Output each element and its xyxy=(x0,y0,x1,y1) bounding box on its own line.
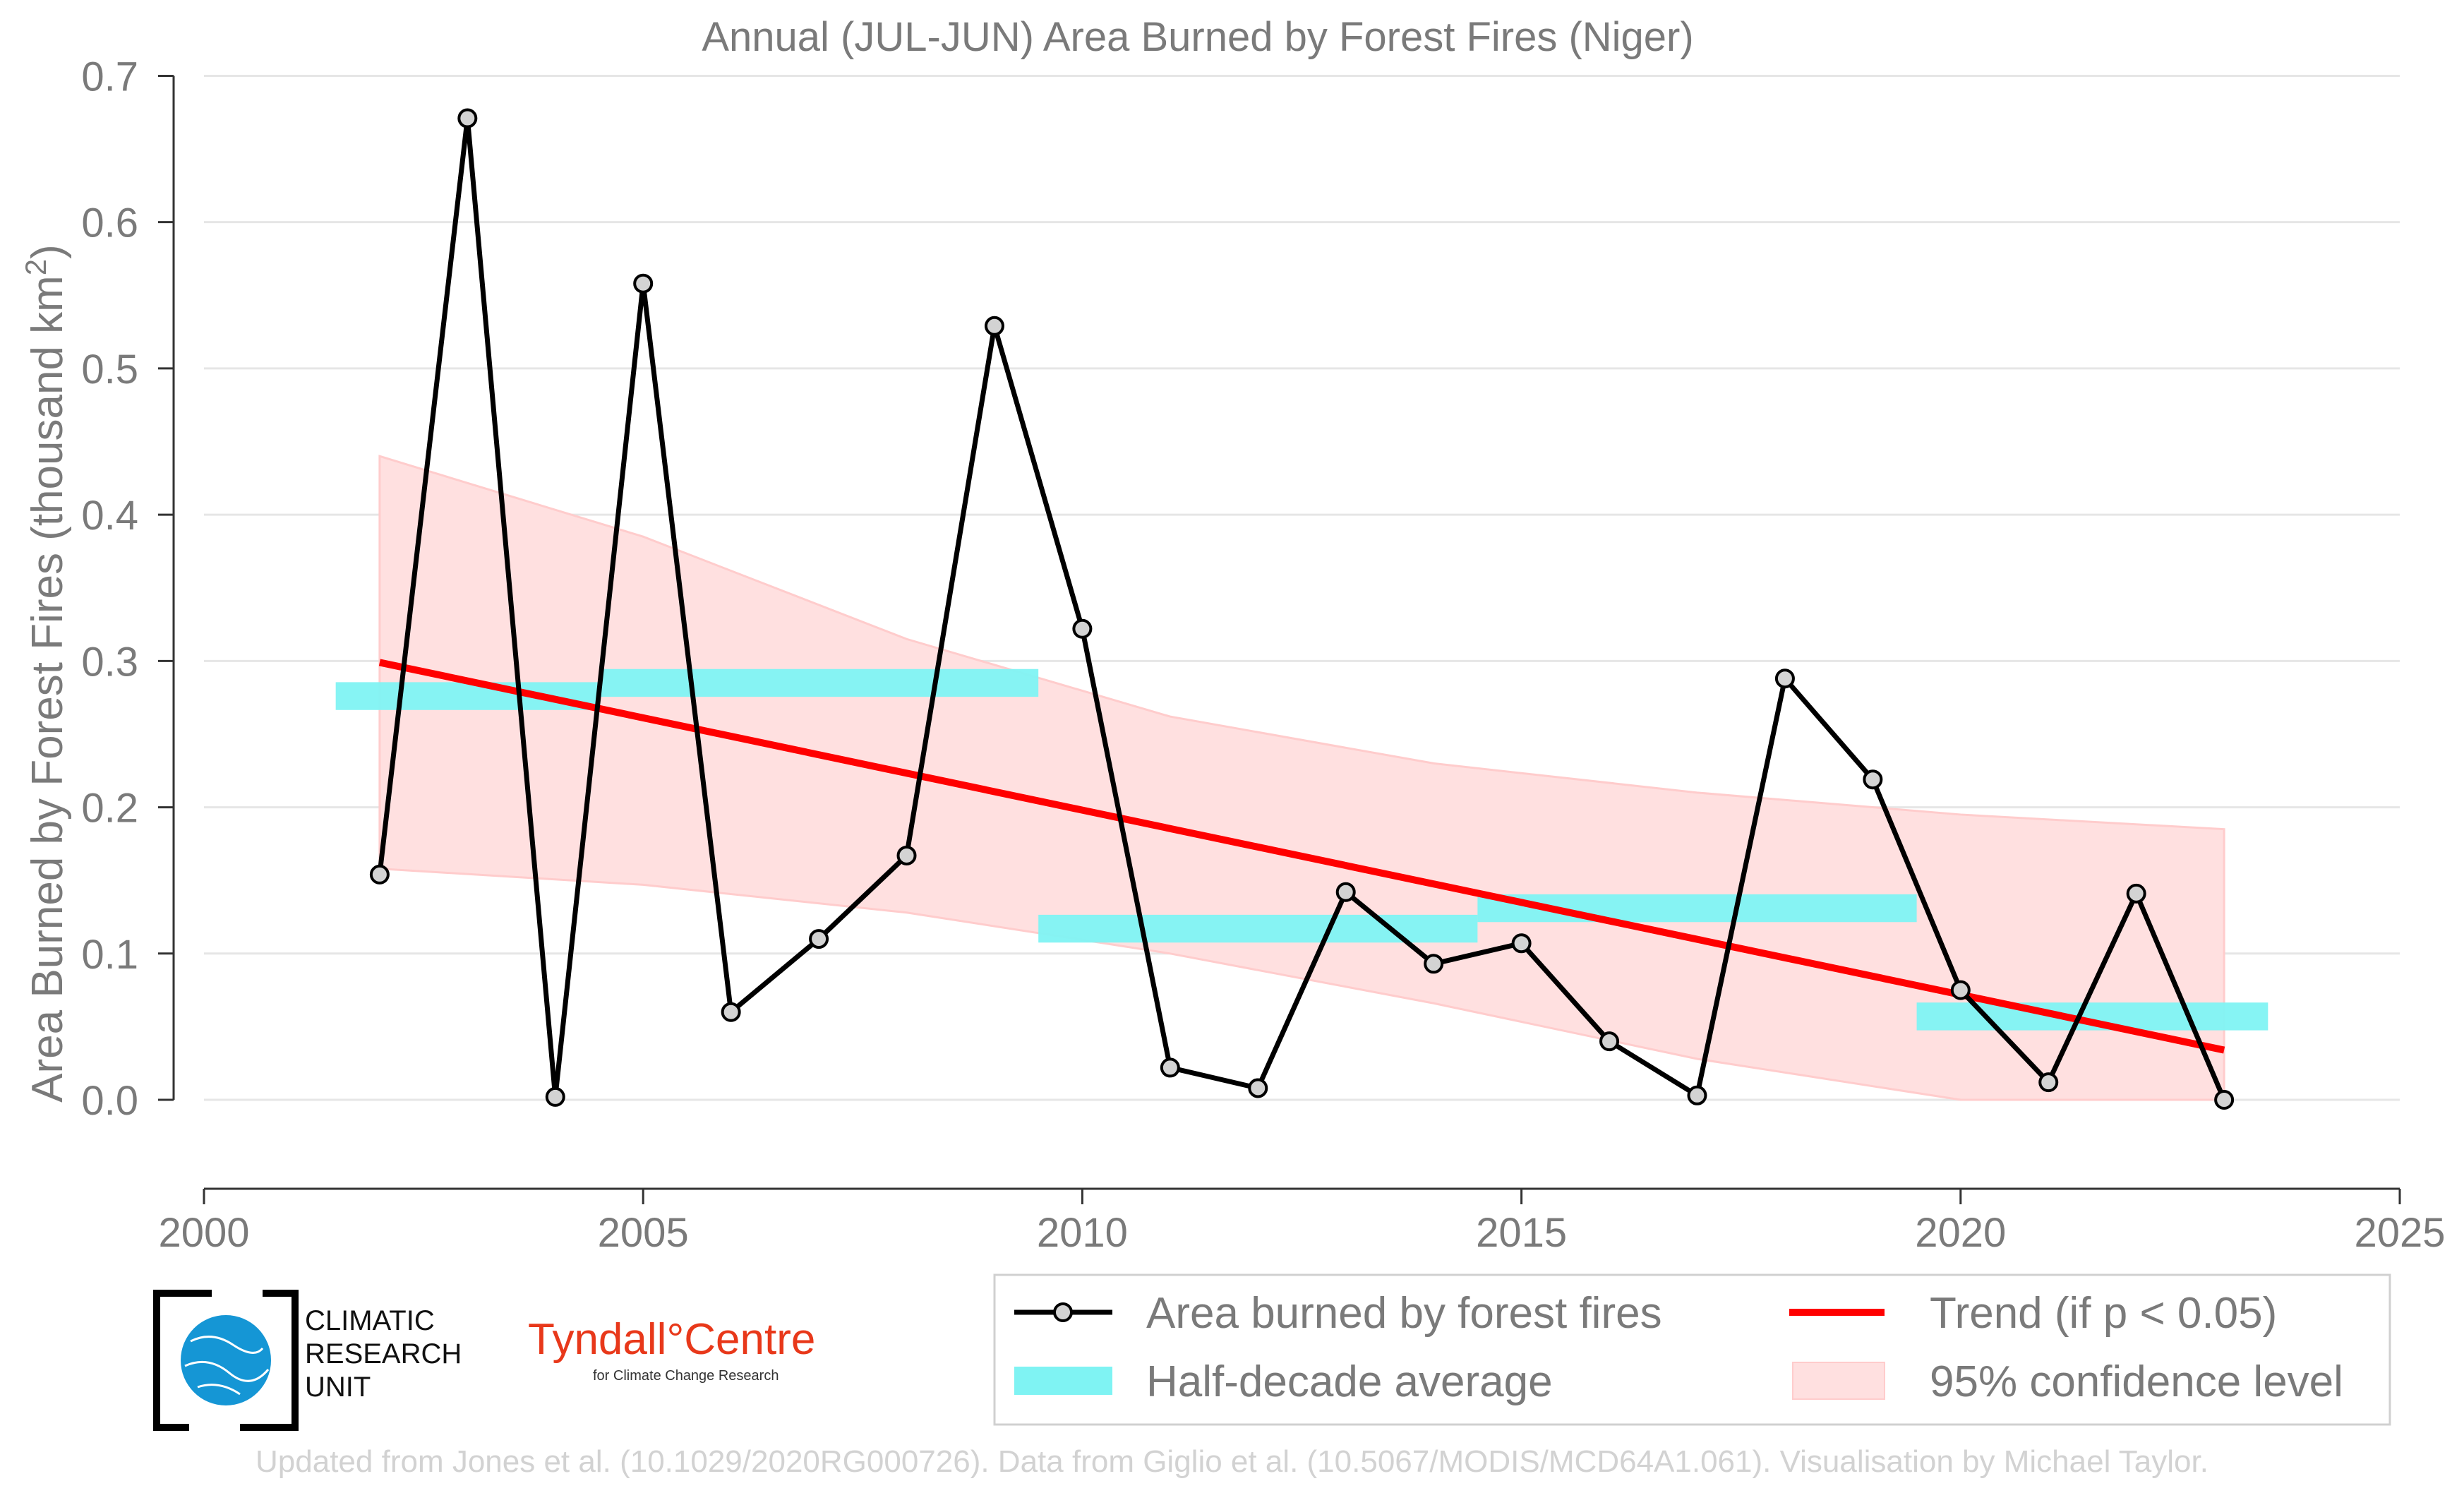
data-point xyxy=(369,864,390,885)
data-point xyxy=(1687,1085,1707,1105)
y-tick-label: 0.4 xyxy=(81,493,138,539)
x-tick-label: 2025 xyxy=(2354,1210,2445,1256)
globe-contour-icon xyxy=(184,1336,270,1396)
legend-swatch-half-decade xyxy=(1014,1367,1112,1395)
y-axis-label-superscript: 2 xyxy=(19,259,52,275)
cru-line-3: UNIT xyxy=(305,1372,371,1403)
y-axis-label: Area Burned by Forest Fires (thousand km… xyxy=(19,244,73,1103)
legend-swatch-confidence xyxy=(1792,1362,1885,1400)
cru-logo xyxy=(153,1290,299,1431)
data-point xyxy=(457,108,478,128)
data-point xyxy=(1335,882,1356,902)
series-area-burned xyxy=(369,108,2235,1110)
data-point xyxy=(721,1002,741,1022)
cru-line-1: CLIMATIC xyxy=(305,1305,435,1336)
data-point xyxy=(984,316,1004,336)
x-tick-label: 2010 xyxy=(1037,1210,1128,1256)
half-decade-bar xyxy=(1038,914,1478,943)
y-tick-label: 0.3 xyxy=(81,639,138,685)
x-tick-label: 2020 xyxy=(1915,1210,2006,1256)
y-tick-label: 0.0 xyxy=(81,1078,138,1124)
tyndall-logo-text: Tyndall°Centre xyxy=(528,1315,816,1364)
y-tick-label: 0.6 xyxy=(81,200,138,246)
legend-swatch-marker xyxy=(1053,1302,1073,1322)
data-point xyxy=(1599,1031,1620,1052)
data-point xyxy=(1160,1057,1180,1078)
series-line xyxy=(377,116,2227,1101)
cru-logo-bracket xyxy=(153,1290,299,1431)
data-point xyxy=(1863,769,1883,790)
trend-line xyxy=(378,659,2225,1054)
y-tick-label: 0.7 xyxy=(81,54,138,100)
half-decade-bar xyxy=(335,682,599,710)
chart-title: Annual (JUL-JUN) Area Burned by Forest F… xyxy=(702,14,1693,60)
y-tick-label: 0.5 xyxy=(81,347,138,392)
x-tick-label: 2005 xyxy=(598,1210,689,1256)
legend: Area burned by forest fires Trend (if p … xyxy=(993,1273,2391,1426)
data-point xyxy=(2038,1072,2059,1093)
cru-logo-text: CLIMATIC RESEARCH UNIT xyxy=(305,1305,462,1404)
y-tick-label: 0.1 xyxy=(81,932,138,978)
globe-icon xyxy=(181,1315,271,1405)
legend-label-series: Area burned by forest fires xyxy=(1146,1289,1662,1338)
cru-line-2: RESEARCH xyxy=(305,1338,462,1369)
data-point xyxy=(1072,618,1093,639)
data-point xyxy=(633,273,654,294)
legend-label-trend: Trend (if p < 0.05) xyxy=(1930,1289,2277,1338)
data-point xyxy=(809,929,829,949)
data-point xyxy=(1248,1078,1268,1098)
legend-label-half-decade: Half-decade average xyxy=(1146,1357,1553,1406)
tyndall-logo-subtitle: for Climate Change Research xyxy=(593,1368,779,1384)
legend-frame xyxy=(993,1273,2391,1426)
footer-credits: Updated from Jones et al. (10.1029/2020R… xyxy=(256,1444,2208,1479)
data-point xyxy=(896,845,917,865)
data-point xyxy=(1950,980,1971,1000)
x-tick-label: 2015 xyxy=(1476,1210,1567,1256)
half-decade-bar xyxy=(599,668,1039,697)
data-point xyxy=(1424,954,1444,974)
legend-label-confidence: 95% confidence level xyxy=(1930,1357,2343,1406)
data-point xyxy=(2214,1090,2235,1110)
trend xyxy=(378,659,2225,1054)
data-point xyxy=(1774,668,1795,689)
data-point xyxy=(1511,933,1532,954)
half-decade-bar xyxy=(1916,1002,2268,1031)
axes: 0.0 0.1 0.2 0.3 0.4 0.5 0.6 0.7 2000 2005 2010 2015… xyxy=(81,54,2445,1256)
data-point xyxy=(2126,883,2146,904)
data-point xyxy=(545,1086,565,1107)
x-tick-label: 2000 xyxy=(158,1210,249,1256)
y-tick-label: 0.2 xyxy=(81,786,138,832)
